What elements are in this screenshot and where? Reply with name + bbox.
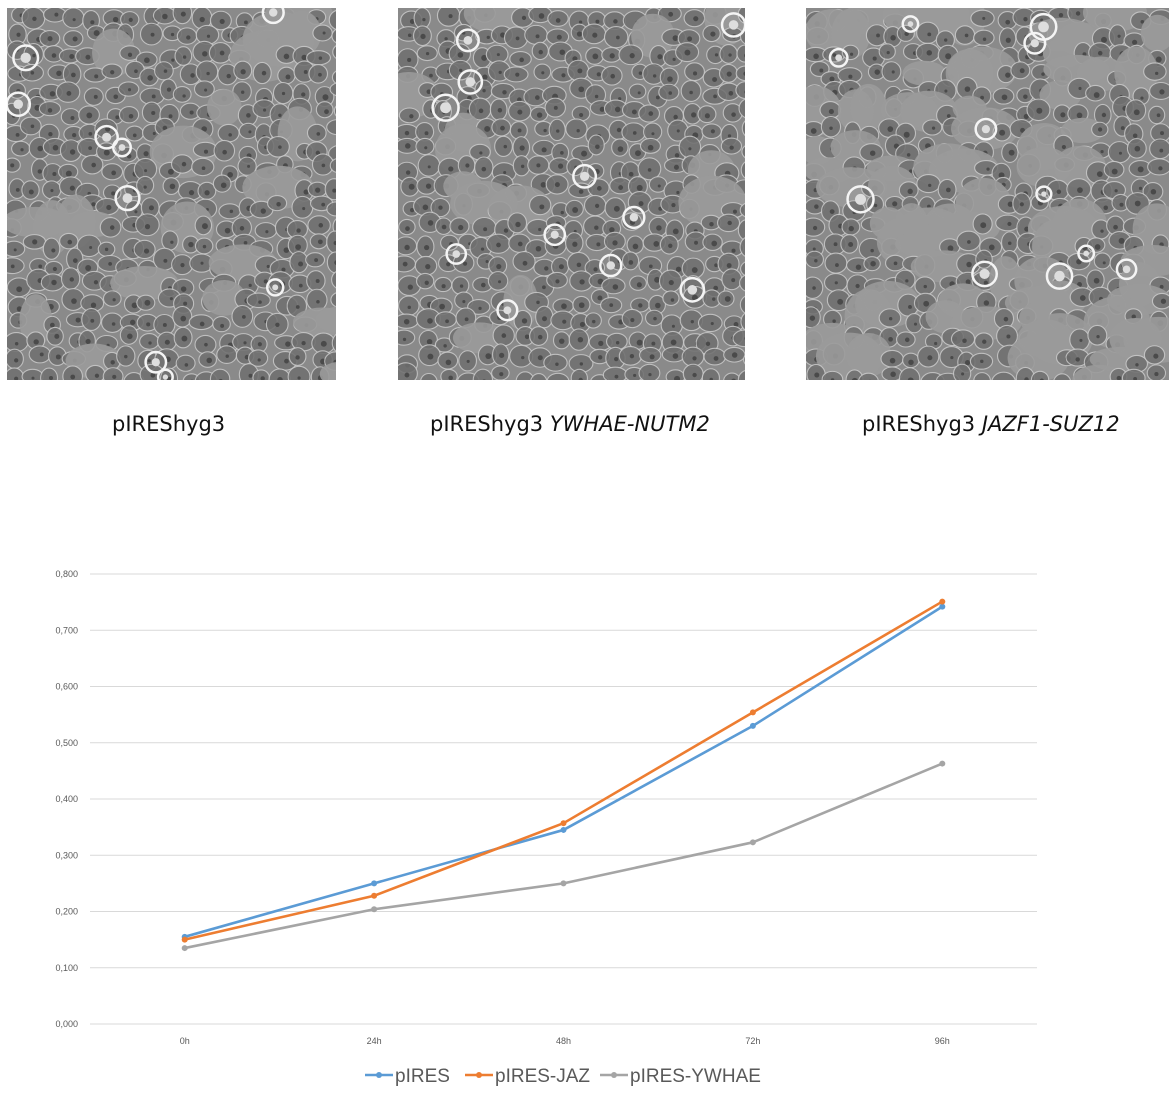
- data-point: [371, 892, 378, 899]
- micrograph-pireshyg3: [7, 8, 336, 380]
- legend-label: pIRES-YWHAE: [630, 1066, 761, 1087]
- data-point: [371, 906, 378, 913]
- x-tick-label: 72h: [745, 1036, 760, 1046]
- data-point: [749, 722, 756, 729]
- caption-italic: YWHAE-NUTM2: [549, 412, 710, 436]
- y-tick-label: 0,000: [55, 1019, 78, 1029]
- x-tick-label: 48h: [556, 1036, 571, 1046]
- series-line: [184, 762, 943, 950]
- y-tick-label: 0,600: [55, 682, 78, 692]
- data-point: [939, 598, 946, 605]
- data-point: [939, 760, 946, 767]
- y-tick-label: 0,700: [55, 625, 78, 635]
- caption-plain: pIREShyg3: [862, 412, 982, 436]
- x-tick-label: 24h: [367, 1036, 382, 1046]
- data-point: [939, 603, 946, 610]
- series-line: [184, 605, 943, 939]
- data-point: [560, 880, 567, 887]
- data-point: [181, 945, 188, 952]
- y-tick-label: 0,300: [55, 850, 78, 860]
- data-point: [749, 709, 756, 716]
- micrograph-ywhae-nutm2: [398, 8, 745, 380]
- micrograph-jazf1-suz12: [806, 8, 1169, 380]
- caption-ywhae-nutm2: pIREShyg3 YWHAE-NUTM2: [430, 412, 710, 436]
- y-tick-label: 0,800: [55, 569, 78, 579]
- data-point: [371, 880, 378, 887]
- caption-italic: JAZF1-SUZ12: [981, 412, 1120, 436]
- y-tick-label: 0,500: [55, 738, 78, 748]
- cell-texture-1: [398, 8, 745, 380]
- legend-item: pIRES: [365, 1066, 450, 1087]
- legend-item: pIRES-YWHAE: [600, 1066, 761, 1087]
- legend-item: pIRES-JAZ: [465, 1066, 590, 1087]
- series-line: [184, 600, 943, 941]
- caption-jazf1-suz12: pIREShyg3 JAZF1-SUZ12: [862, 412, 1120, 436]
- growth-line-chart: 0,000 0,100 0,200 0,300 0,400 0,500 0,600 0,700…: [55, 569, 1037, 1087]
- data-point: [181, 936, 188, 943]
- x-tick-label: 0h: [180, 1036, 190, 1046]
- cell-texture-2: [806, 8, 1169, 380]
- data-point: [560, 826, 567, 833]
- cell-texture-0: [7, 8, 336, 380]
- legend-label: pIRES-JAZ: [495, 1066, 590, 1087]
- caption-plain: pIREShyg3: [430, 412, 550, 436]
- y-tick-label: 0,400: [55, 794, 78, 804]
- y-tick-label: 0,200: [55, 907, 78, 917]
- caption-plain: pIREShyg3: [112, 412, 226, 436]
- data-point: [749, 839, 756, 846]
- legend-label: pIRES: [395, 1066, 450, 1087]
- data-point: [560, 820, 567, 827]
- caption-pireshyg3: pIREShyg3: [112, 412, 225, 436]
- y-tick-label: 0,100: [55, 963, 78, 973]
- x-tick-label: 96h: [935, 1036, 950, 1046]
